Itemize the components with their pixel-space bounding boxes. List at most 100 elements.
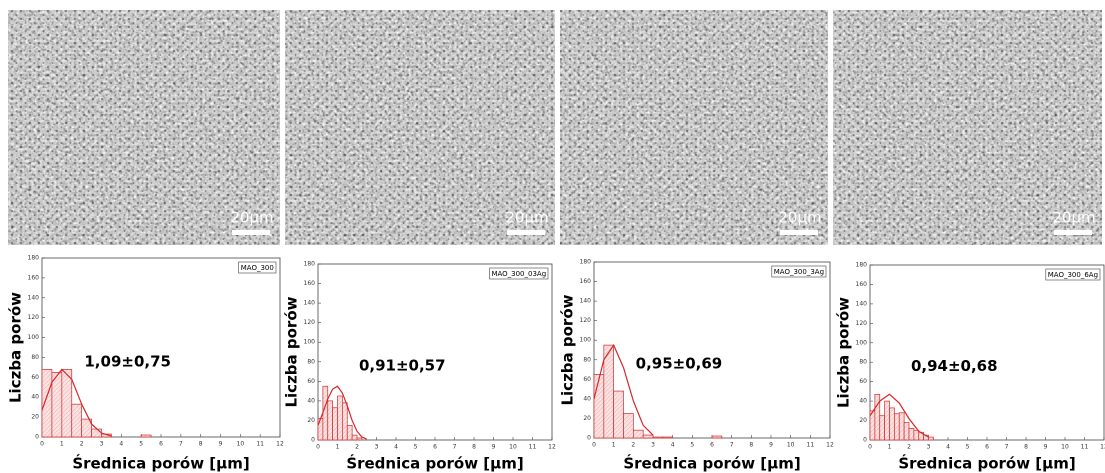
y-tick-label: 0 <box>587 435 591 442</box>
y-tick-label: 40 <box>859 398 867 405</box>
image-pores <box>560 10 828 245</box>
x-tick-label: 0 <box>316 444 320 451</box>
y-tick-label: 140 <box>856 300 868 307</box>
x-tick-label: 12 <box>276 441 284 448</box>
y-tick-label: 160 <box>580 278 592 285</box>
bar <box>711 435 723 439</box>
y-tick-label: 40 <box>583 395 591 402</box>
y-tick-label: 100 <box>580 337 592 344</box>
x-tick-label: 12 <box>826 442 834 449</box>
bar <box>322 385 329 441</box>
x-tick-label: 6 <box>985 444 989 451</box>
bar <box>140 434 152 438</box>
bar <box>327 400 333 441</box>
x-tick-label: 4 <box>394 444 398 451</box>
scale-bar <box>232 230 270 235</box>
bar <box>356 437 363 441</box>
scale-label: 20µm <box>230 209 273 227</box>
y-tick-label: 160 <box>856 281 868 288</box>
legend-box <box>1045 268 1101 281</box>
x-tick-label: 10 <box>237 441 245 448</box>
bar <box>889 407 895 441</box>
x-tick-label: 1 <box>612 442 616 449</box>
x-tick-label: 11 <box>256 441 264 448</box>
annotation: 0,94±0,68 <box>911 357 998 375</box>
histogram-chart: 0204060801001201401601800123456789101112… <box>835 262 1105 473</box>
sem-image: 20µm <box>285 10 555 245</box>
x-tick-label: 2 <box>631 442 635 449</box>
x-tick-label: 8 <box>1024 444 1028 451</box>
x-tick-label: 2 <box>907 444 911 451</box>
x-tick-label: 9 <box>219 441 223 448</box>
y-tick-label: 80 <box>859 359 867 366</box>
bar <box>898 412 905 441</box>
y-tick-label: 160 <box>28 274 40 281</box>
y-tick-label: 140 <box>580 298 592 305</box>
x-tick-label: 8 <box>199 441 203 448</box>
bar <box>623 413 634 439</box>
y-tick-label: 160 <box>304 280 316 287</box>
y-tick-label: 140 <box>304 300 316 307</box>
plot-frame <box>593 261 831 439</box>
bar <box>351 434 358 441</box>
legend-box <box>489 267 549 280</box>
y-tick-label: 60 <box>859 378 867 385</box>
y-tick-label: 0 <box>311 437 315 444</box>
y-tick-label: 40 <box>307 397 315 404</box>
image-pores <box>833 10 1102 245</box>
scale-bar <box>1054 230 1092 235</box>
y-tick-label: 60 <box>583 376 591 383</box>
x-tick-label: 3 <box>375 444 379 451</box>
y-tick-label: 120 <box>856 320 868 327</box>
x-tick-label: 6 <box>159 441 163 448</box>
x-tick-label: 9 <box>492 444 496 451</box>
image-pores <box>8 10 280 245</box>
bar <box>51 372 63 438</box>
x-tick-label: 10 <box>1061 444 1069 451</box>
y-tick-label: 180 <box>28 255 40 262</box>
legend-label: MAO_300_03Ag <box>491 270 546 278</box>
annotation: 1,09±0,75 <box>84 352 171 370</box>
y-axis-label: Liczba porów <box>835 297 853 408</box>
x-tick-label: 12 <box>1100 444 1105 451</box>
x-tick-label: 12 <box>548 444 556 451</box>
y-tick-label: 140 <box>28 294 40 301</box>
bar <box>908 427 915 441</box>
y-tick-label: 20 <box>31 414 39 421</box>
bar <box>332 407 338 441</box>
x-tick-label: 5 <box>139 441 143 448</box>
x-tick-label: 1 <box>60 441 64 448</box>
legend-label: MAO_300 <box>241 264 274 272</box>
bar <box>642 434 654 439</box>
bar <box>61 369 73 438</box>
x-tick-label: 3 <box>927 444 931 451</box>
bar <box>662 436 674 439</box>
y-tick-label: 120 <box>28 314 40 321</box>
fit-curve <box>41 368 112 437</box>
bar <box>317 418 324 441</box>
y-tick-label: 180 <box>856 262 868 269</box>
y-tick-label: 60 <box>31 374 39 381</box>
annotation: 0,95±0,69 <box>636 355 723 373</box>
x-tick-label: 10 <box>509 444 517 451</box>
bar <box>81 418 92 438</box>
y-axis-label: Liczba porów <box>7 292 25 403</box>
fit-curve <box>869 393 929 438</box>
legend-box <box>238 261 277 274</box>
y-tick-label: 180 <box>304 261 316 268</box>
x-tick-label: 7 <box>730 442 734 449</box>
y-tick-label: 20 <box>583 415 591 422</box>
x-tick-label: 4 <box>671 442 675 449</box>
x-axis-label: Średnica porów [µm] <box>72 454 249 473</box>
annotation: 0,91±0,57 <box>359 357 446 375</box>
y-tick-label: 0 <box>35 434 39 441</box>
legend-label: MAO_300_3Ag <box>774 268 824 276</box>
plot-frame <box>869 264 1105 441</box>
x-tick-label: 2 <box>355 444 359 451</box>
x-tick-label: 11 <box>529 444 537 451</box>
sem-image: 20µm <box>560 10 828 245</box>
x-tick-label: 3 <box>651 442 655 449</box>
sem-image: 20µm <box>8 10 280 245</box>
